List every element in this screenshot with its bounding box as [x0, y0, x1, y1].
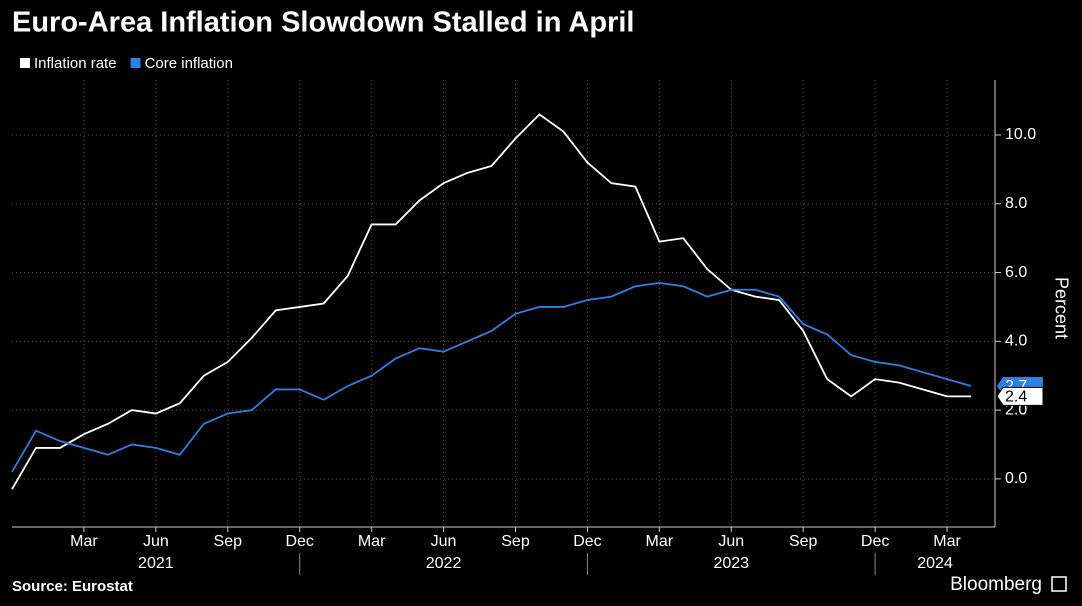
- legend-label: Inflation rate: [34, 55, 117, 72]
- x-tick-label: Mar: [70, 533, 98, 550]
- x-tick-label: Mar: [358, 533, 386, 550]
- y-tick-label: 8.0: [1005, 195, 1027, 212]
- source: Source: Eurostat: [12, 578, 133, 595]
- legend-label: Core inflation: [145, 55, 233, 72]
- x-tick-label: Jun: [718, 533, 744, 550]
- x-tick-label: Dec: [861, 533, 889, 550]
- year-label: 2021: [138, 555, 174, 572]
- y-tick-label: 4.0: [1005, 333, 1027, 350]
- y-tick-label: 10.0: [1005, 126, 1036, 143]
- last-value-box: [996, 386, 1044, 406]
- x-tick-label: Mar: [933, 533, 961, 550]
- series-line: [11, 113, 972, 490]
- y-tick-label: 0.0: [1005, 470, 1027, 487]
- year-label: 2023: [713, 555, 749, 572]
- brand: Bloomberg: [950, 574, 1042, 595]
- legend-swatch: [20, 58, 30, 68]
- x-tick-label: Sep: [501, 533, 530, 550]
- y-tick-label: 6.0: [1005, 264, 1027, 281]
- x-tick-label: Dec: [285, 533, 313, 550]
- series-line: [11, 281, 972, 473]
- x-tick-label: Mar: [646, 533, 674, 550]
- year-label: 2024: [917, 555, 953, 572]
- x-tick-label: Dec: [573, 533, 601, 550]
- x-tick-label: Sep: [214, 533, 243, 550]
- y-axis-label: Percent: [1051, 277, 1071, 339]
- x-tick-label: Sep: [789, 533, 818, 550]
- legend-swatch: [130, 58, 141, 68]
- brand-icon: [1051, 576, 1067, 592]
- x-tick-label: Jun: [143, 533, 169, 550]
- chart-title: Euro-Area Inflation Slowdown Stalled in …: [12, 7, 634, 39]
- year-label: 2022: [426, 555, 462, 572]
- last-value-label: 2.4: [1005, 389, 1027, 406]
- x-tick-label: Jun: [431, 533, 457, 550]
